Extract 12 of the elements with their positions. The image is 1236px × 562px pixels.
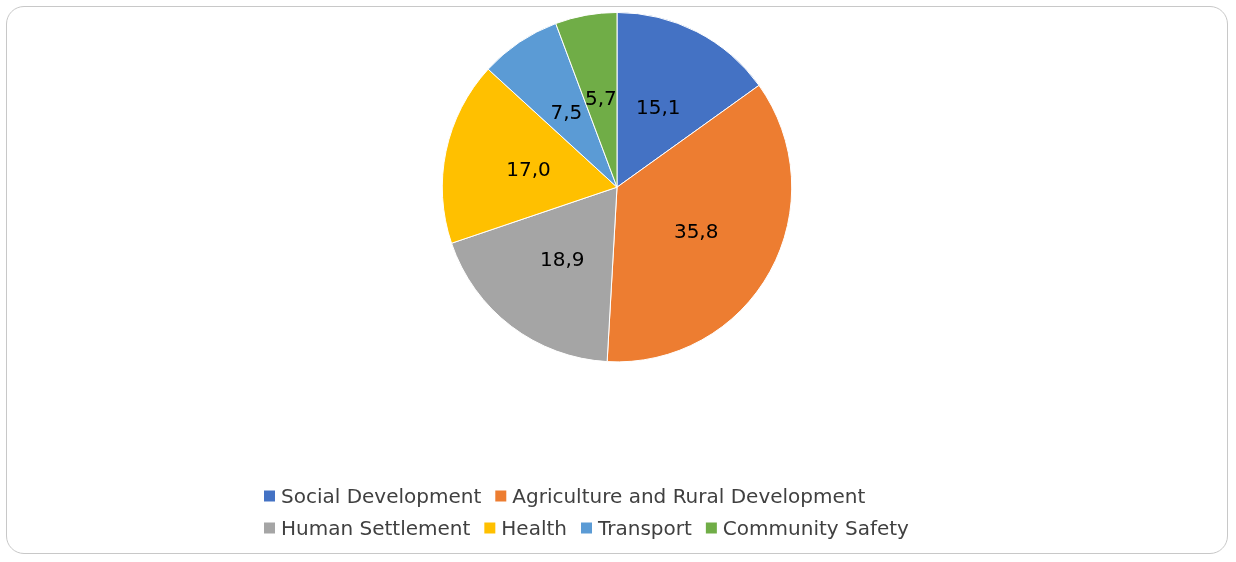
legend-label: Agriculture and Rural Development	[512, 484, 866, 508]
data-label: 15,1	[636, 94, 681, 119]
data-label: 7,5	[550, 100, 583, 125]
data-label: 35,8	[673, 218, 719, 243]
legend-label: Health	[501, 516, 568, 540]
legend-label: Social Development	[281, 484, 482, 508]
data-label: 18,9	[540, 247, 585, 272]
legend-label: Community Safety	[722, 516, 910, 540]
data-label: 5,7	[585, 86, 617, 111]
legend-label: Transport	[597, 516, 693, 540]
data-label: 17,0	[506, 156, 551, 181]
legend-label: Human Settlement	[281, 516, 471, 540]
